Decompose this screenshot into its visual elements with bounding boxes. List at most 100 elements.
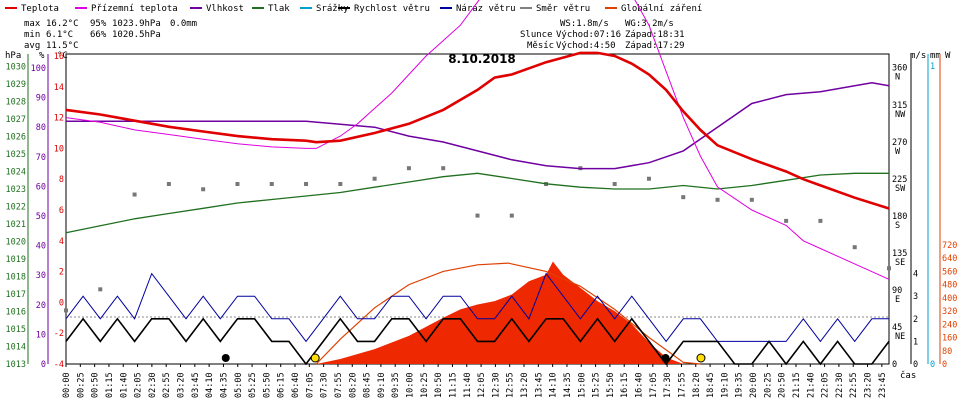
moonset-marker <box>661 354 670 362</box>
wind-direction-mark <box>372 176 377 181</box>
direction-tick-label: 270 <box>892 138 907 148</box>
temperature-tick-label: -4 <box>54 360 64 370</box>
x-tick-label: 01:40 <box>119 372 129 398</box>
direction-tick-label: 315 <box>892 101 907 111</box>
x-tick-label: 07:05 <box>305 372 315 398</box>
ground-temperature-line <box>65 0 890 280</box>
x-tick-label: 23:45 <box>878 372 888 398</box>
wind-direction-mark <box>235 182 240 186</box>
stat-max-label: max <box>24 19 41 29</box>
unit-wind: m/s <box>910 51 926 61</box>
wind-direction-mark <box>166 182 171 186</box>
stat-max-temp: 16.2°C <box>46 19 79 29</box>
x-tick-label: 23:20 <box>864 372 874 398</box>
humidity-tick-label: 70 <box>36 153 46 163</box>
x-tick-label: 02:05 <box>134 372 144 398</box>
temperature-line <box>65 51 890 210</box>
pressure-tick-label: 1028 <box>6 98 26 108</box>
x-tick-label: 04:10 <box>205 372 215 398</box>
humidity-tick-label: 20 <box>36 301 46 311</box>
pressure-tick-label: 1013 <box>6 360 26 370</box>
wind-tick-label: 0 <box>913 360 918 370</box>
sunrise-marker <box>310 353 320 363</box>
pressure-tick-label: 1016 <box>6 308 26 318</box>
wind-direction-mark <box>132 192 137 197</box>
temperature-tick-label: 0 <box>59 298 64 308</box>
x-tick-label: 16:15 <box>620 372 630 398</box>
rain-tick-label: 1 <box>930 62 935 72</box>
x-tick-label: 15:00 <box>577 372 587 398</box>
pressure-tick-label: 1023 <box>6 185 26 195</box>
x-tick-label: 22:05 <box>821 372 831 398</box>
legend-label: Rychlost větru <box>354 4 430 14</box>
x-axis-unit: čas <box>900 370 916 381</box>
pressure-tick-label: 1029 <box>6 80 26 90</box>
temperature-tick-label: 10 <box>54 144 64 154</box>
x-tick-label: 01:15 <box>105 372 115 398</box>
direction-tick-label: E <box>895 295 900 305</box>
x-tick-label: 14:10 <box>549 372 559 398</box>
x-tick-label: 02:30 <box>148 372 158 398</box>
wind-direction-mark <box>784 218 789 223</box>
humidity-tick-label: 30 <box>36 271 46 281</box>
wind-direction-mark <box>612 182 617 186</box>
legend-label: Náraz větru <box>456 4 516 14</box>
x-tick-label: 03:45 <box>191 372 201 398</box>
x-tick-label: 19:10 <box>720 372 730 398</box>
unit-humidity: % <box>39 51 45 61</box>
humidity-tick-label: 80 <box>36 123 46 133</box>
direction-tick-label: 90 <box>892 286 902 296</box>
rain-tick-label: 0 <box>930 360 935 370</box>
info-ws: WS:1.8m/s <box>560 19 609 29</box>
humidity-tick-label: 0 <box>41 360 46 370</box>
temperature-tick-label: 12 <box>54 114 64 124</box>
x-tick-label: 06:15 <box>277 372 287 398</box>
legend-label: Globální záření <box>621 4 702 14</box>
x-tick-label: 17:30 <box>663 372 673 398</box>
temperature-tick-label: 6 <box>59 206 64 216</box>
humidity-tick-label: 60 <box>36 182 46 192</box>
x-tick-label: 09:35 <box>391 372 401 398</box>
x-tick-label: 12:55 <box>506 372 516 398</box>
wind-tick-label: 1 <box>913 337 918 347</box>
x-tick-label: 00:50 <box>91 372 101 398</box>
x-tick-label: 14:35 <box>563 372 573 398</box>
info-moon-set: Západ:17:29 <box>625 41 685 51</box>
stat-max-press: 1023.9hPa <box>112 19 161 29</box>
x-tick-label: 07:30 <box>320 372 330 398</box>
pressure-tick-label: 1021 <box>6 220 26 230</box>
direction-tick-label: 135 <box>892 249 907 259</box>
x-tick-label: 13:20 <box>520 372 530 398</box>
humidity-tick-label: 50 <box>36 212 46 222</box>
x-tick-label: 00:25 <box>76 372 86 398</box>
legend: Teplota Přízemní teplota Vlhkost Tlak Srážky… <box>5 4 702 14</box>
x-tick-label: 10:00 <box>406 372 416 398</box>
pressure-tick-label: 1030 <box>6 63 26 73</box>
info-sun-rise: Východ:07:16 <box>556 30 621 40</box>
humidity-tick-label: 90 <box>36 94 46 104</box>
x-tick-label: 03:20 <box>177 372 187 398</box>
wind-direction-mark <box>64 308 68 313</box>
legend-swatch <box>605 7 617 9</box>
x-tick-label: 11:15 <box>448 372 458 398</box>
stat-rain: 0.0mm <box>170 19 197 29</box>
direction-tick-label: N <box>895 73 900 83</box>
x-tick-label: 16:40 <box>635 372 645 398</box>
wind-direction-mark <box>475 213 480 218</box>
x-tick-label: 20:50 <box>778 372 788 398</box>
info-moon-label: Měsíc <box>527 41 554 51</box>
wind-direction-mark <box>852 245 857 250</box>
pressure-tick-label: 1026 <box>6 133 26 143</box>
wind-direction-mark <box>269 182 274 186</box>
x-tick-label: 02:55 <box>162 372 172 398</box>
x-tick-label: 15:50 <box>606 372 616 398</box>
info-wg: WG:3.2m/s <box>625 19 674 29</box>
pressure-tick-label: 1015 <box>6 325 26 335</box>
wind-direction-mark <box>646 176 651 181</box>
temperature-tick-label: 4 <box>59 237 64 247</box>
legend-swatch <box>440 7 452 9</box>
humidity-tick-label: 100 <box>31 64 46 74</box>
stats-panel: max 16.2°C 95% 1023.9hPa 0.0mm min 6.1°C… <box>24 19 197 51</box>
radiation-tick-label: 80 <box>942 347 952 357</box>
